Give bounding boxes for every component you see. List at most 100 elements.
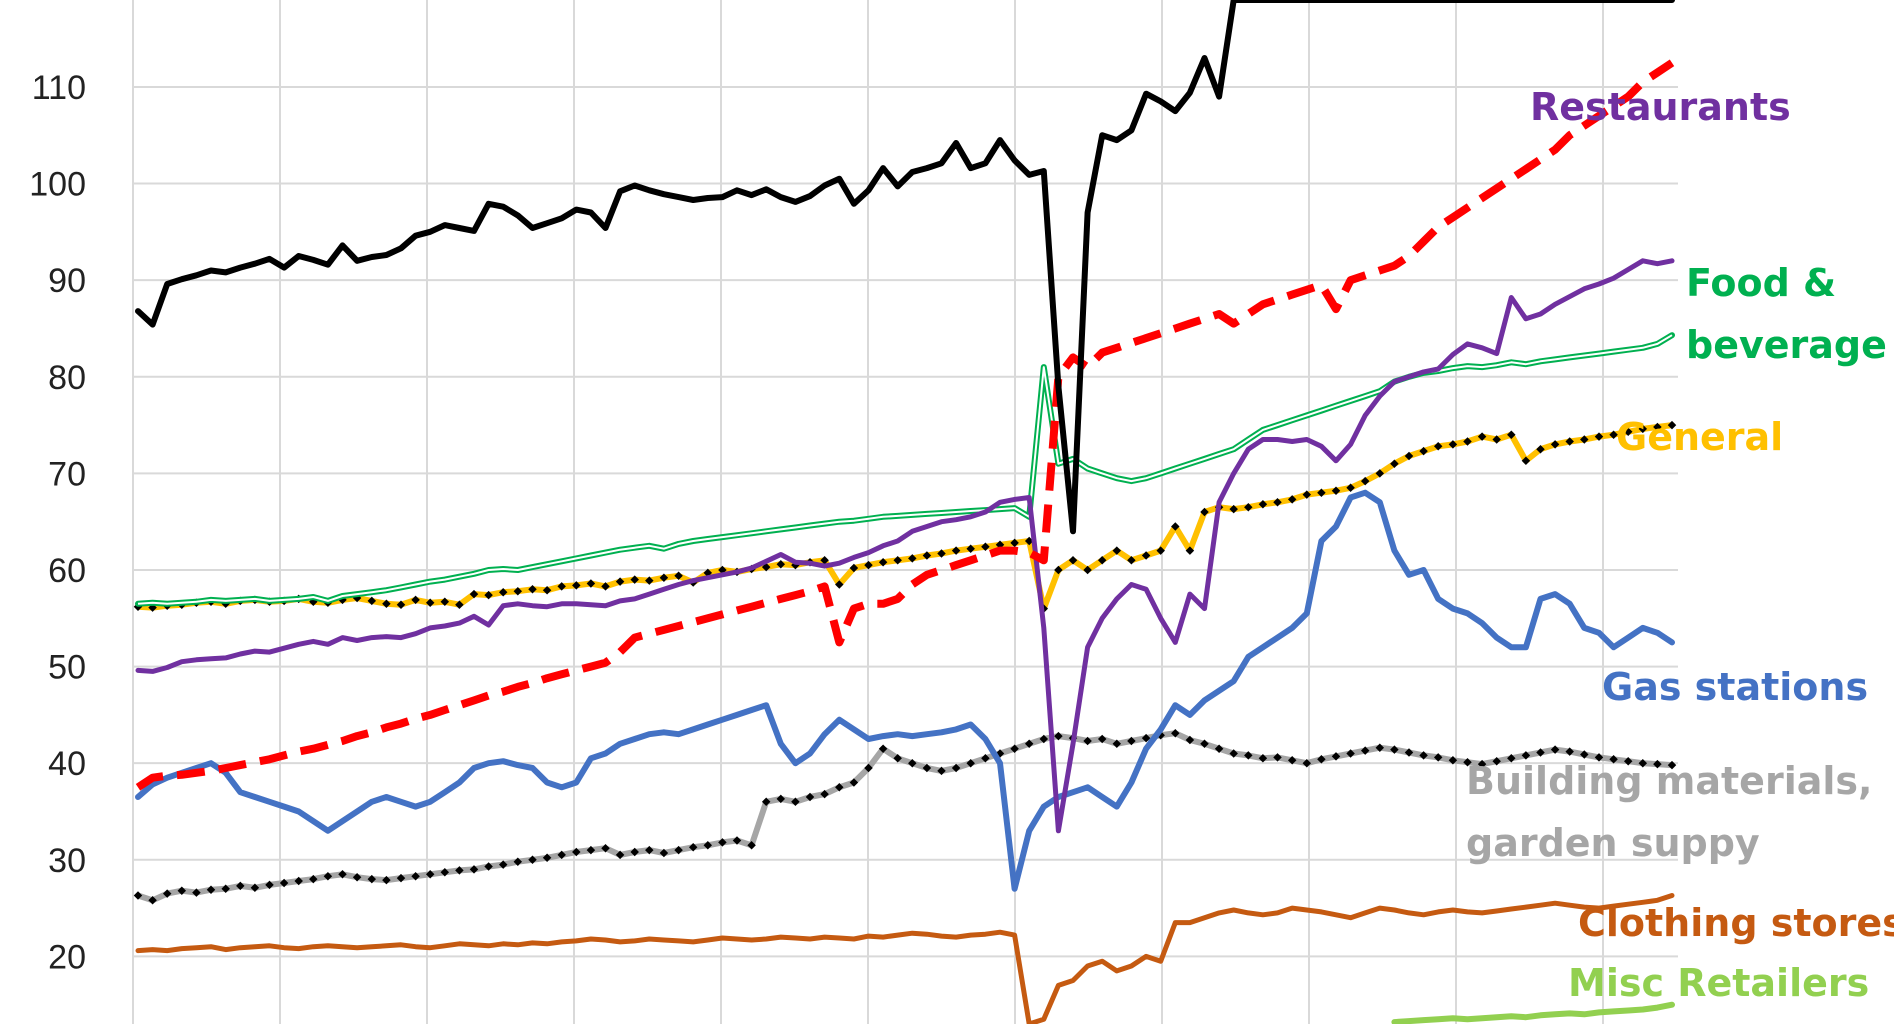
series-line-restaurants: [135, 258, 1675, 834]
series-marker-building: [1185, 735, 1195, 745]
series-marker-general: [893, 556, 902, 565]
series-marker-building: [805, 792, 815, 802]
series-marker-building: [937, 766, 946, 776]
y-tick-label: 70: [48, 455, 86, 493]
series-marker-general: [440, 597, 450, 607]
series-marker-building: [338, 870, 347, 879]
series-marker-general: [1667, 420, 1677, 430]
series-marker-building: [849, 778, 859, 787]
series-marker-building: [1302, 758, 1312, 768]
series-marker-building: [1580, 750, 1589, 759]
series-marker-general: [820, 556, 829, 565]
series-marker-general: [1258, 500, 1268, 509]
series-marker-building: [747, 841, 756, 850]
series-marker-general: [1404, 451, 1414, 461]
series-marker-general: [1448, 440, 1458, 449]
series-marker-building: [791, 797, 800, 807]
series-marker-general: [1492, 435, 1501, 444]
series-marker-general: [908, 554, 917, 563]
series-marker-building: [279, 878, 289, 888]
series-marker-building: [1229, 749, 1238, 758]
series-line-food-inner: [137, 334, 1673, 605]
series-line-nonstore: [135, 0, 1675, 535]
series-line-red: [135, 59, 1675, 791]
series-marker-general: [1054, 565, 1063, 575]
series-marker-general: [1097, 556, 1107, 565]
series-marker-building: [1200, 739, 1209, 749]
series-marker-general: [1331, 486, 1341, 495]
series-line-food: [135, 332, 1675, 607]
y-tick-label: 30: [48, 842, 86, 880]
series-marker-building: [396, 873, 406, 883]
series-marker-building: [893, 754, 902, 763]
series-marker-general: [674, 571, 683, 581]
series-lines: [133, 0, 1677, 1024]
series-marker-building: [572, 847, 581, 857]
series-marker-general: [1463, 437, 1472, 446]
series-marker-general: [469, 589, 479, 599]
series-marker-general: [411, 595, 420, 605]
series-marker-general: [1010, 538, 1019, 548]
series-marker-general: [922, 551, 932, 560]
series-marker-building: [557, 850, 566, 860]
series-marker-building: [835, 783, 844, 792]
series-marker-general: [966, 544, 975, 553]
y-tick-label: 100: [29, 166, 86, 204]
series-marker-general: [951, 546, 961, 555]
series-line-general: [135, 422, 1675, 612]
series-marker-building: [864, 763, 873, 773]
series-marker-building: [455, 866, 464, 875]
series-marker-general: [1171, 522, 1180, 531]
series-marker-building: [1448, 756, 1458, 765]
series-marker-general: [425, 598, 435, 608]
y-axis-tick-labels: 20 30 40 50 60 70 80 90 100 110: [29, 69, 86, 976]
series-marker-building: [718, 838, 727, 847]
y-tick-label: 80: [48, 359, 86, 397]
series-marker-building: [367, 874, 377, 884]
series-marker-building: [498, 860, 508, 869]
series-marker-general: [572, 581, 581, 590]
series-marker-building: [1419, 751, 1428, 760]
series-marker-general: [513, 586, 523, 596]
series-line-building: [135, 730, 1675, 904]
series-marker-general: [1521, 456, 1531, 466]
series-marker-general: [1477, 432, 1487, 441]
series-marker-building: [1346, 749, 1355, 758]
series-label-restaurants: Restaurants: [1530, 85, 1791, 129]
series-marker-general: [864, 560, 873, 570]
series-label-building: garden suppy: [1466, 821, 1760, 865]
series-marker-building: [1141, 733, 1151, 743]
series-marker-general: [1580, 435, 1589, 444]
series-marker-general: [1609, 430, 1618, 439]
series-marker-general: [1507, 430, 1516, 439]
series-marker-building: [411, 871, 420, 881]
series-label-gas: Gas stations: [1602, 665, 1868, 709]
series-marker-building: [1273, 753, 1282, 762]
series-marker-general: [1156, 546, 1165, 555]
series-marker-general: [1244, 502, 1253, 512]
series-marker-building: [323, 871, 333, 881]
series-marker-building: [659, 848, 669, 858]
series-marker-building: [951, 763, 961, 773]
series-marker-general: [601, 582, 610, 591]
series-marker-building: [908, 758, 917, 768]
series-marker-building: [981, 754, 990, 763]
series-marker-building: [966, 758, 975, 768]
y-tick-label: 110: [32, 69, 86, 107]
series-marker-building: [309, 874, 318, 884]
series-marker-building: [1477, 759, 1487, 769]
series-marker-building: [440, 868, 450, 877]
y-tick-label: 60: [48, 552, 86, 590]
series-marker-general: [1653, 422, 1662, 432]
series-marker-building: [1507, 754, 1516, 763]
series-marker-building: [528, 855, 537, 865]
series-marker-building: [1214, 744, 1224, 753]
series-marker-general: [1068, 556, 1078, 565]
series-marker-general: [367, 596, 377, 606]
series-line-misc: [1391, 1001, 1675, 1024]
series-marker-building: [1667, 760, 1677, 770]
series-marker-building: [1463, 757, 1472, 767]
series-marker-building: [382, 875, 391, 885]
series-marker-building: [1244, 751, 1253, 760]
